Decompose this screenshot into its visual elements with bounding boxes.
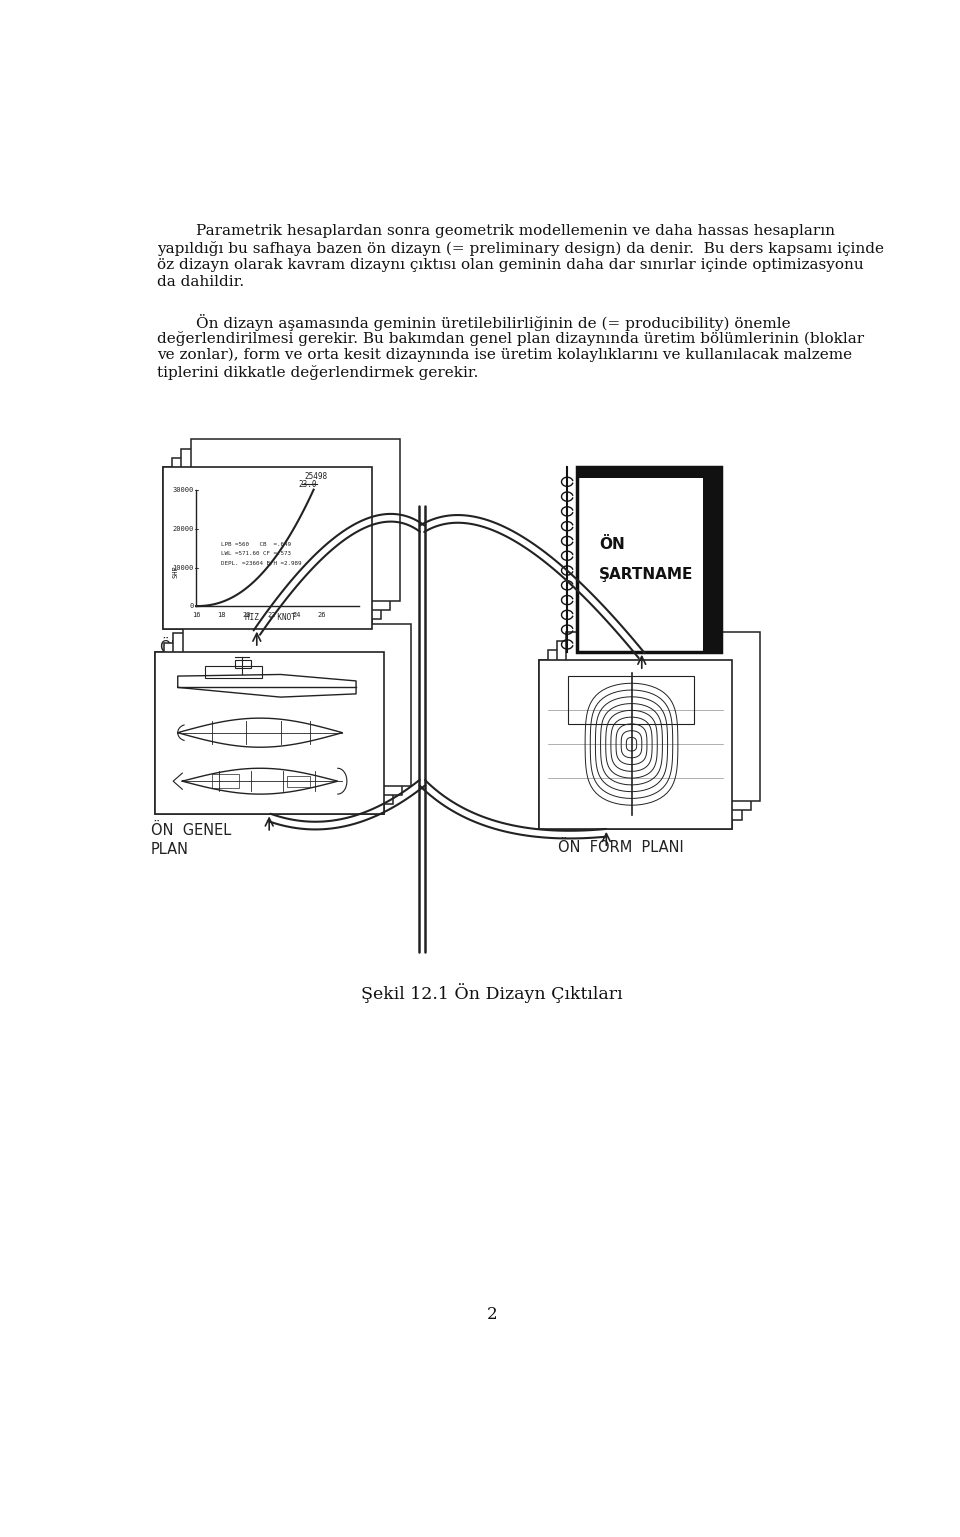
Text: 26: 26 — [318, 612, 325, 618]
Bar — [567, 676, 693, 724]
Bar — [162, 467, 372, 629]
Text: DEPL. =23604 B/H =2.989: DEPL. =23604 B/H =2.989 — [221, 559, 301, 566]
Bar — [577, 467, 721, 652]
Text: yapıldığı bu safhaya bazen ön dizayn (= preliminary design) da denir.  Bu ders k: yapıldığı bu safhaya bazen ön dizayn (= … — [157, 241, 884, 257]
Bar — [155, 652, 383, 813]
Bar — [566, 632, 760, 801]
Bar — [548, 650, 741, 819]
Text: tiplerini dikkatle değerlendirmek gerekir.: tiplerini dikkatle değerlendirmek gereki… — [157, 364, 479, 380]
Bar — [174, 633, 402, 795]
Text: HIZ  - KNOT: HIZ - KNOT — [245, 613, 296, 622]
Bar — [704, 467, 721, 652]
Bar — [539, 659, 732, 828]
Bar — [235, 659, 251, 669]
Text: öz dizayn olarak kavram dizaynı çıktısı olan geminin daha dar sınırlar içinde op: öz dizayn olarak kavram dizaynı çıktısı … — [157, 258, 864, 272]
Bar — [212, 775, 239, 788]
Text: ŞARTNAME: ŞARTNAME — [599, 567, 693, 581]
Text: ÖN  FORM  PLANI: ÖN FORM PLANI — [558, 841, 684, 856]
Text: 25498: 25498 — [304, 472, 327, 481]
Text: 20000: 20000 — [173, 526, 194, 532]
Text: 23.0: 23.0 — [299, 480, 317, 489]
Text: ÖN: ÖN — [599, 536, 625, 552]
Text: 18: 18 — [217, 612, 226, 618]
Text: 2: 2 — [487, 1306, 497, 1323]
Text: değerlendirilmesi gerekir. Bu bakımdan genel plan dizaynında üretim bölümlerinin: değerlendirilmesi gerekir. Bu bakımdan g… — [157, 330, 864, 346]
Text: 24: 24 — [292, 612, 300, 618]
Text: Parametrik hesaplardan sonra geometrik modellemenin ve daha hassas hesapların: Parametrik hesaplardan sonra geometrik m… — [157, 224, 835, 238]
Bar — [172, 458, 381, 619]
Text: 20: 20 — [242, 612, 251, 618]
Text: SHP: SHP — [172, 564, 179, 578]
Text: LPB =560   CB  =.649: LPB =560 CB =.649 — [221, 541, 291, 547]
Bar — [164, 642, 393, 804]
Text: 0: 0 — [189, 603, 194, 609]
Bar — [577, 467, 721, 478]
Bar — [162, 467, 372, 629]
Text: ÖN  GENEL
PLAN: ÖN GENEL PLAN — [151, 822, 231, 858]
Text: 16: 16 — [192, 612, 201, 618]
Bar — [205, 667, 262, 678]
Bar — [539, 659, 732, 828]
Text: Ön dizayn aşamasında geminin üretilebilirliğinin de (= producibility) önemle: Ön dizayn aşamasında geminin üretilebili… — [157, 314, 791, 330]
Bar — [181, 449, 391, 610]
Bar — [182, 624, 412, 785]
Bar — [287, 776, 310, 787]
Text: ÖN TEKNİK
ŞARTNAME: ÖN TEKNİK ŞARTNAME — [594, 666, 675, 699]
Text: 10000: 10000 — [173, 564, 194, 570]
Text: LWL =571.60 CF =.573: LWL =571.60 CF =.573 — [221, 550, 291, 556]
Text: ÖN
HESAPLAR: ÖN HESAPLAR — [158, 641, 235, 675]
Text: 30000: 30000 — [173, 487, 194, 493]
Bar — [557, 641, 751, 810]
Text: Şekil 12.1 Ön Dizayn Çıktıları: Şekil 12.1 Ön Dizayn Çıktıları — [361, 984, 623, 1002]
Bar — [190, 440, 399, 601]
Text: 22: 22 — [267, 612, 276, 618]
Text: ve zonlar), form ve orta kesit dizaynında ise üretim kolaylıklarını ve kullanıla: ve zonlar), form ve orta kesit dizaynınd… — [157, 347, 852, 363]
Text: da dahildir.: da dahildir. — [157, 275, 245, 289]
Bar — [155, 652, 383, 813]
